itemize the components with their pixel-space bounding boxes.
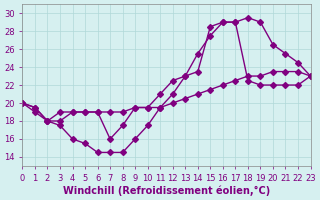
- X-axis label: Windchill (Refroidissement éolien,°C): Windchill (Refroidissement éolien,°C): [63, 185, 270, 196]
